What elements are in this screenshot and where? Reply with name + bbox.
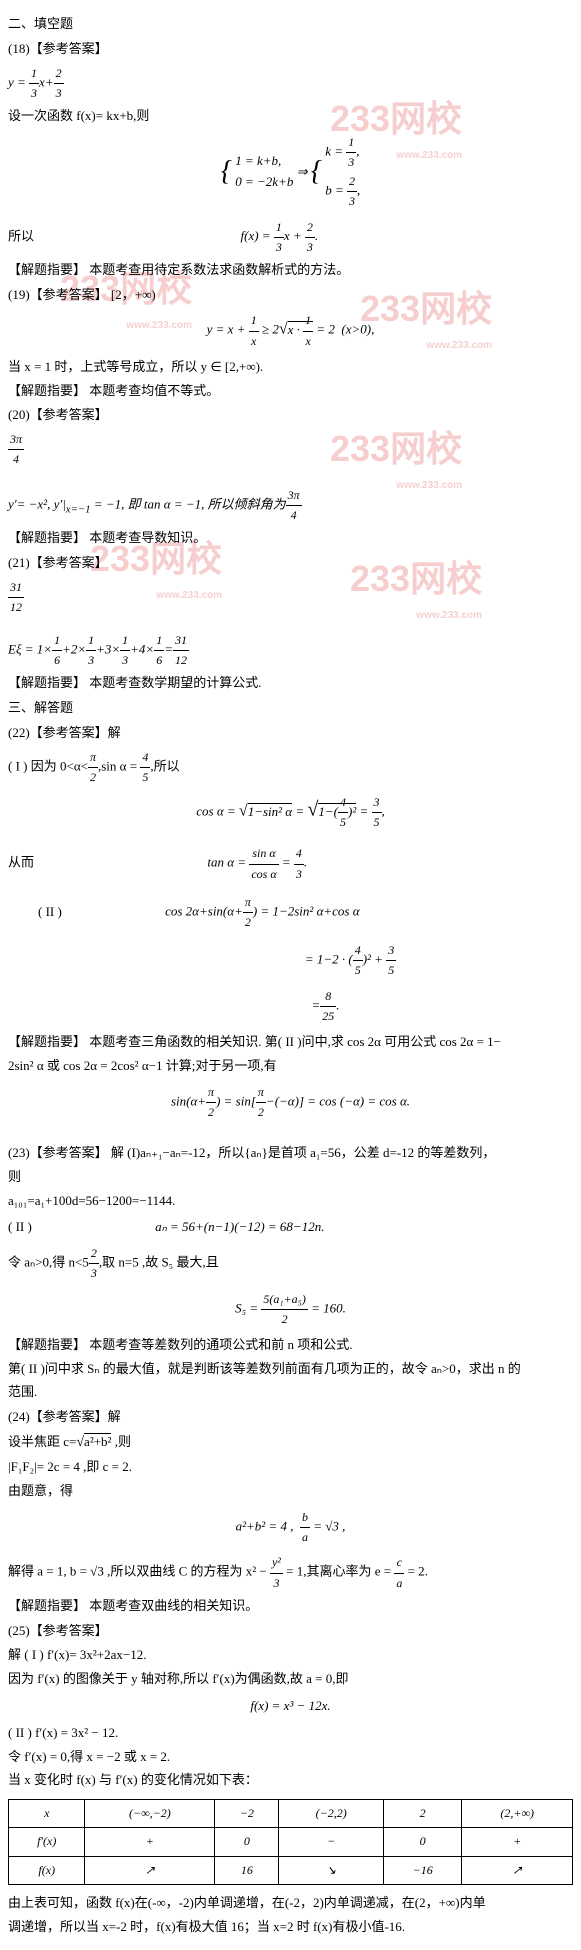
q25-conc1: 由上表可知，函数 f(x)在(-∞，-2)内单调递增，在(-2，2)内单调递减，…: [8, 1893, 573, 1914]
table-row: x(−∞,−2)−2(−2,2)2(2,+∞): [9, 1800, 573, 1828]
q23-p2-row: ( II ) aₙ = 56+(n−1)(−12) = 68−12n.: [8, 1214, 573, 1241]
q21-hint: 【解题指要】 本题考查数学期望的计算公式.: [8, 673, 573, 694]
q19-eq: y = x + 1x ≥ 2√x · 1x = 2 (x>0),: [8, 311, 573, 350]
q22-p1: ( I ) 因为 0<α<π2,sin α = 45,所以: [8, 748, 573, 787]
q19-num: (19)【参考答案】 [2，+∞): [8, 285, 573, 306]
q21-num: (21)【参考答案】: [8, 553, 573, 574]
q22-p2eq2: = 1−2 · (45)² + 35: [128, 941, 573, 980]
q18-system: { 1 = k+b,0 = −2k+b ⇒ { k = 13,b = 23,: [8, 133, 573, 212]
q22-num: (22)【参考答案】解: [8, 723, 573, 744]
q20-derivative: y′= −x², y′|x=−1 = −1, 即 tan α = −1, 所以倾…: [8, 486, 573, 525]
q23-a101: a₁₀₁=a₁+100d=56−1200=−1144.: [8, 1191, 573, 1212]
q19-hint: 【解题指要】 本题考查均值不等式。: [8, 381, 573, 402]
q25-fx: f(x) = x³ − 12x.: [8, 1696, 573, 1717]
q24-by: 由题意，得: [8, 1481, 573, 1502]
q24-num: (24)【参考答案】解: [8, 1407, 573, 1428]
q22-hint2: 2sin² α 或 cos 2α = 2cos² α−1 计算;对于另一项,有: [8, 1056, 573, 1077]
q18-num: (18)【参考答案】: [8, 39, 573, 60]
q22-hinteq: sin(α+π2) = sin[π2−(−α)] = cos (−α) = co…: [8, 1083, 573, 1122]
q18-hint: 【解题指要】 本题考查用待定系数法求函数解析式的方法。: [8, 260, 573, 281]
q25-p2: ( II ) f′(x) = 3x² − 12.: [8, 1723, 573, 1744]
table-row: f(x)↗16↘−16↗: [9, 1856, 573, 1884]
q24-set: 设半焦距 c=√a²+b² ,则: [8, 1432, 573, 1454]
q18-eq1: y = 13x+23: [8, 64, 573, 103]
q22-p2eq3: =825.: [78, 987, 573, 1026]
q24-hint: 【解题指要】 本题考查双曲线的相关知识。: [8, 1596, 573, 1617]
q22-cos: cos α = √1−sin² α = √1−(45)² = 35,: [8, 793, 573, 832]
q22-p2-row: ( II ) cos 2α+sin(α+π2) = 1−2sin² α+cos …: [8, 890, 573, 935]
q23-hint3: 范围.: [8, 1382, 573, 1403]
q22-from-row: 从而 tan α = sin αcos α = 43.: [8, 838, 573, 889]
q25-num: (25)【参考答案】: [8, 1621, 573, 1642]
q20-num: (20)【参考答案】: [8, 405, 573, 426]
table-row: f′(x)+0−0+: [9, 1828, 573, 1856]
q20-ans: 3π4: [8, 430, 573, 469]
q18-so-row: 所以 f(x) = 13x + 23.: [8, 218, 573, 257]
q18-setfn: 设一次函数 f(x)= kx+b,则: [8, 106, 573, 127]
section-solve-title: 三、解答题: [8, 698, 573, 719]
q25-vary: 当 x 变化时 f(x) 与 f′(x) 的变化情况如下表：: [8, 1770, 573, 1791]
q24-solve: 解得 a = 1, b = √3 ,所以双曲线 C 的方程为 x² − y²3 …: [8, 1553, 573, 1592]
q19-line2: 当 x = 1 时，上式等号成立，所以 y ∈ [2,+∞).: [8, 357, 573, 378]
q24-f1f2: |F₁F₂|= 2c = 4 ,即 c = 2.: [8, 1457, 573, 1478]
q24-abeq: a²+b² = 4 , ba = √3 ,: [8, 1508, 573, 1547]
q25-sym: 因为 f′(x) 的图像关于 y 轴对称,所以 f′(x)为偶函数,故 a = …: [8, 1669, 573, 1690]
q20-hint: 【解题指要】 本题考查导数知识。: [8, 528, 573, 549]
q23-cond: 令 aₙ>0,得 n<523,取 n=5 ,故 S₅ 最大,且: [8, 1244, 573, 1283]
q21-ans: 3112: [8, 578, 573, 617]
derivative-table: x(−∞,−2)−2(−2,2)2(2,+∞) f′(x)+0−0+ f(x)↗…: [8, 1799, 573, 1885]
q23-s5: S₅ = 5(a₁+a₅)2 = 160.: [8, 1290, 573, 1329]
q21-exp: Eξ = 1×16+2×13+3×13+4×16=3112: [8, 631, 573, 670]
q25-sol: 解 ( I ) f′(x)= 3x²+2ax−12.: [8, 1645, 573, 1666]
q25-let: 令 f′(x) = 0,得 x = −2 或 x = 2.: [8, 1747, 573, 1768]
q23-num: (23)【参考答案】 解 (I)aₙ₊₁−aₙ=-12，所以{aₙ}是首项 a₁…: [8, 1143, 573, 1164]
q22-hint1: 【解题指要】 本题考查三角函数的相关知识. 第( II )问中,求 cos 2α…: [8, 1032, 573, 1053]
q23-then: 则: [8, 1167, 573, 1188]
q23-hint1: 【解题指要】 本题考查等差数列的通项公式和前 n 项和公式.: [8, 1335, 573, 1356]
q23-hint2: 第( II )问中求 Sₙ 的最大值，就是判断该等差数列前面有几项为正的，故令 …: [8, 1359, 573, 1380]
section-fill-title: 二、填空题: [8, 14, 573, 35]
q25-conc2: 调递增，所以当 x=-2 时，f(x)有极大值 16；当 x=2 时 f(x)有…: [8, 1917, 573, 1938]
